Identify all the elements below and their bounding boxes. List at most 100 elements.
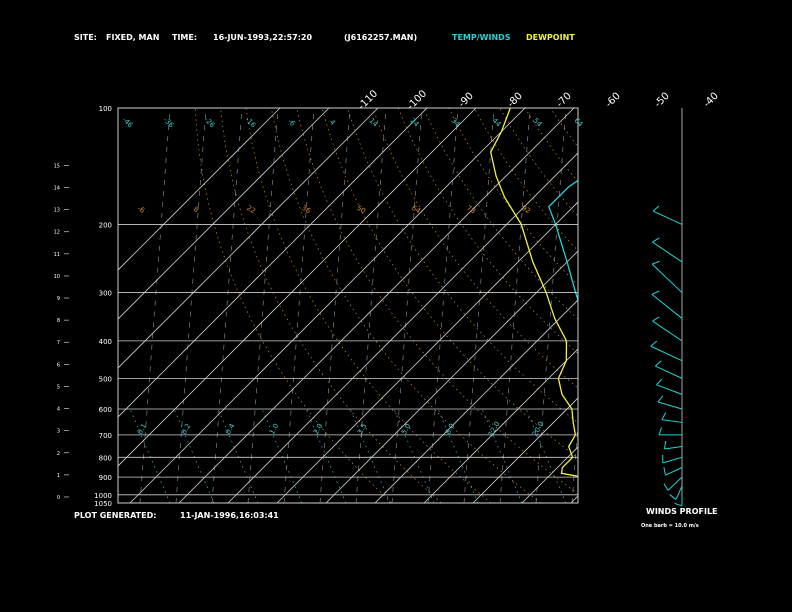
pressure-label: 600 <box>99 406 112 414</box>
file-id: (J6162257.MAN) <box>344 33 418 42</box>
theta-label: 36 <box>300 204 312 216</box>
wind-barb-staff <box>655 365 683 379</box>
pressure-label: 500 <box>99 375 112 383</box>
wind-barb-staff <box>657 401 683 410</box>
mixing-ratio-line <box>393 408 435 503</box>
wind-barb-staff <box>667 476 683 491</box>
dry-adiabat-line <box>652 108 792 503</box>
theta-label: 22 <box>245 204 257 215</box>
moist-adiabat-line <box>463 108 495 503</box>
theta-label: 78 <box>465 204 477 215</box>
moist-adiabat-line <box>427 108 459 503</box>
height-label: 14 <box>54 186 60 192</box>
legend-temp: TEMP/WINDS <box>452 33 511 42</box>
theta-e-label: 34 <box>449 117 461 129</box>
isotherm-line <box>374 299 578 503</box>
mixing-ratio-line <box>129 408 171 503</box>
height-label: 11 <box>54 252 60 258</box>
theta-e-label: 14 <box>367 117 379 129</box>
moist-adiabat-line <box>283 108 315 503</box>
wind-barb-flag <box>651 260 660 265</box>
pressure-label: 1000 <box>94 492 112 500</box>
wind-barb-flag <box>656 378 663 386</box>
mixing-ratio-label: 3.5 <box>356 422 368 436</box>
isotherm-top-label: -100 <box>405 88 429 112</box>
theta-e-label: -6 <box>286 117 297 128</box>
dry-adiabat-line <box>499 108 578 217</box>
dry-adiabat-line <box>194 108 392 503</box>
theta-label: -6 <box>136 204 147 215</box>
wind-barb-flag <box>669 494 677 500</box>
wind-barb-staff <box>664 445 683 450</box>
isotherm-line <box>570 495 578 503</box>
pressure-label: 200 <box>99 221 112 229</box>
isotherm-line <box>129 108 526 503</box>
mixing-ratio-line <box>437 408 479 503</box>
mixing-ratio-line <box>173 408 215 503</box>
theta-e-label: 4 <box>328 118 337 127</box>
wind-barb-staff <box>652 320 683 342</box>
dry-adiabat-line <box>703 108 792 503</box>
wind-barb-flag <box>663 467 666 476</box>
wind-barb-flag <box>663 440 667 450</box>
isotherm-line <box>276 201 578 503</box>
isotherm-line <box>118 108 330 320</box>
temperature-profile-line <box>548 179 578 302</box>
isotherm-top-label: -40 <box>702 91 721 110</box>
pressure-label: 300 <box>99 290 112 298</box>
isotherm-line <box>118 108 379 369</box>
theta-label: 64 <box>410 204 422 216</box>
isotherm-line <box>118 108 428 418</box>
dry-adiabat-line <box>753 108 792 503</box>
theta-label: 8 <box>192 205 200 214</box>
mixing-ratio-label: 2.0 <box>312 422 324 436</box>
moist-adiabat-line <box>247 108 279 503</box>
moist-adiabat-line <box>499 108 531 503</box>
height-label: 7 <box>57 340 60 346</box>
height-label: 3 <box>57 429 60 435</box>
dry-adiabat-line <box>220 108 442 503</box>
moist-adiabat-line <box>211 108 243 503</box>
wind-barb-staff <box>650 345 683 362</box>
isotherm-line <box>423 348 578 503</box>
dry-adiabat-line <box>245 108 492 503</box>
wind-barb-flag <box>663 483 669 491</box>
isotherm-line <box>472 397 578 503</box>
time-label: TIME: <box>172 33 198 42</box>
isotherm-line <box>227 152 578 503</box>
dry-adiabat-line <box>677 108 792 503</box>
dry-adiabat-line <box>575 108 578 112</box>
wind-barb-flag <box>661 412 667 420</box>
moist-adiabat-line <box>571 420 578 503</box>
dry-adiabat-line <box>347 108 578 424</box>
dry-adiabat-line <box>397 108 578 355</box>
wind-barb-staff <box>651 263 683 293</box>
height-label: 4 <box>57 407 60 413</box>
height-label: 13 <box>54 208 60 214</box>
wind-barb-staff <box>651 294 683 319</box>
theta-e-label: 24 <box>408 117 420 129</box>
height-label: 2 <box>57 451 60 457</box>
pressure-label: 900 <box>99 474 112 482</box>
height-label: 10 <box>54 274 60 280</box>
isotherm-top-label: -70 <box>555 91 574 110</box>
mixing-ratio-label: 0.1 <box>136 422 148 436</box>
height-label: 9 <box>57 296 60 302</box>
wind-barb-flag <box>652 316 660 322</box>
wind-barb-staff <box>661 419 683 423</box>
dry-adiabat-line <box>448 108 578 286</box>
wind-barb-staff <box>652 241 683 263</box>
dry-adiabat-line <box>626 108 792 503</box>
wind-barb-staff <box>652 210 683 225</box>
wind-barb-staff <box>675 485 683 500</box>
legend-dewpoint: DEWPOINT <box>526 33 575 42</box>
pressure-label: 700 <box>99 432 112 440</box>
pressure-label: 800 <box>99 454 112 462</box>
height-label: 8 <box>57 318 60 324</box>
wind-barb-flag <box>658 427 663 436</box>
theta-e-label: 64 <box>572 117 584 129</box>
isotherm-line <box>325 250 578 503</box>
theta-e-label: 54 <box>531 117 543 129</box>
wind-barb-staff <box>665 467 683 476</box>
dry-adiabat-line <box>601 108 792 503</box>
